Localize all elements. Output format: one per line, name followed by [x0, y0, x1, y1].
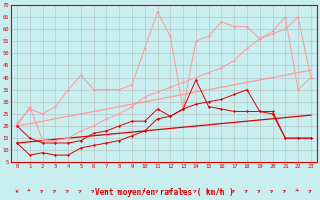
- X-axis label: Vent moyen/en rafales ( km/h ): Vent moyen/en rafales ( km/h ): [95, 188, 233, 197]
